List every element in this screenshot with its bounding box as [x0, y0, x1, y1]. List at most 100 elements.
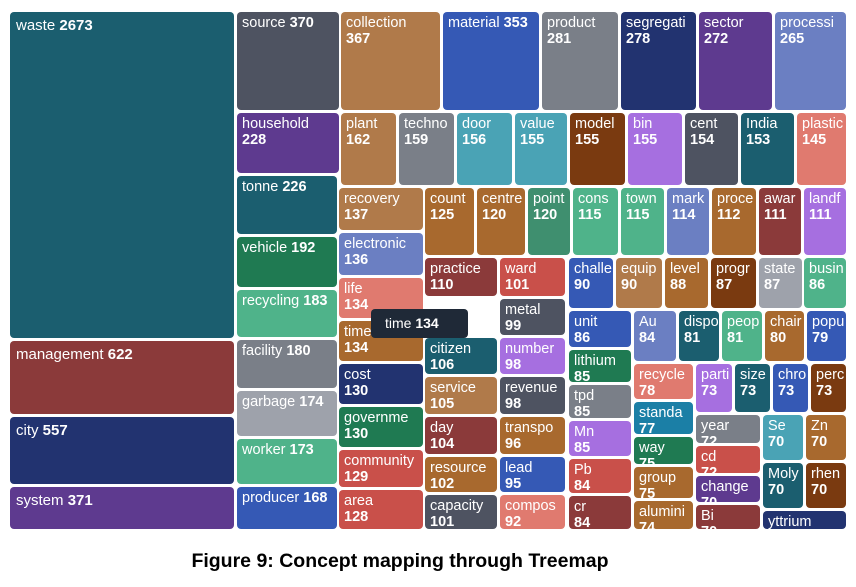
treemap-cell-area[interactable]: area 128 — [339, 490, 423, 529]
treemap-cell-point[interactable]: point 120 — [528, 188, 570, 255]
treemap-cell-town[interactable]: town 115 — [621, 188, 664, 255]
treemap-cell-cr[interactable]: cr 84 — [569, 496, 631, 529]
treemap-cell-system[interactable]: system 371 — [10, 487, 234, 529]
treemap-cell-mn[interactable]: Mn 85 — [569, 421, 631, 456]
treemap-cell-door[interactable]: door 156 — [457, 113, 512, 185]
treemap-cell-service[interactable]: service 105 — [425, 377, 497, 414]
treemap-cell-recovery[interactable]: recovery 137 — [339, 188, 423, 230]
cell-name: bin — [633, 116, 653, 132]
treemap-cell-day[interactable]: day 104 — [425, 417, 497, 454]
treemap-cell-moly[interactable]: Moly 70 — [763, 463, 803, 508]
treemap-cell-peop[interactable]: peop 81 — [722, 311, 762, 361]
treemap-cell-garbage[interactable]: garbage 174 — [237, 391, 337, 436]
treemap-cell-city[interactable]: city 557 — [10, 417, 234, 484]
treemap-cell-cent[interactable]: cent 154 — [685, 113, 738, 185]
treemap-cell-producer[interactable]: producer 168 — [237, 487, 337, 529]
treemap-cell-management[interactable]: management 622 — [10, 341, 234, 414]
treemap-cell-number[interactable]: number 98 — [500, 338, 565, 374]
cell-value: 134 — [344, 339, 369, 356]
treemap-cell-resource[interactable]: resource 102 — [425, 457, 497, 492]
treemap-cell-community[interactable]: community 129 — [339, 450, 423, 487]
treemap-cell-ward[interactable]: ward 101 — [500, 258, 565, 296]
treemap-cell-cd[interactable]: cd 72 — [696, 446, 760, 473]
treemap-cell-mark[interactable]: mark 114 — [667, 188, 709, 255]
treemap-cell-cons[interactable]: cons 115 — [573, 188, 618, 255]
treemap-cell-landf[interactable]: landf 111 — [804, 188, 846, 255]
treemap-cell-yttrium[interactable]: yttrium70 — [763, 511, 846, 529]
treemap-cell-challe[interactable]: challe 90 — [569, 258, 613, 308]
treemap-cell-recycle[interactable]: recycle 78 — [634, 364, 693, 399]
cell-value: 102 — [430, 475, 455, 492]
treemap-cell-unit[interactable]: unit 86 — [569, 311, 631, 347]
treemap-cell-se[interactable]: Se 70 — [763, 415, 803, 460]
treemap-cell-plastic[interactable]: plastic 145 — [797, 113, 846, 185]
treemap-cell-citizen[interactable]: citizen 106 — [425, 338, 497, 374]
treemap-cell-lithium[interactable]: lithium 85 — [569, 350, 631, 382]
treemap-cell-chair[interactable]: chair 80 — [765, 311, 804, 361]
treemap-cell-centre[interactable]: centre 120 — [477, 188, 525, 255]
treemap-cell-perc[interactable]: perc 73 — [811, 364, 846, 412]
treemap-cell-source[interactable]: source 370 — [237, 12, 339, 110]
treemap-cell-transpo[interactable]: transpo 96 — [500, 417, 565, 454]
treemap-cell-facility[interactable]: facility 180 — [237, 340, 337, 388]
treemap-cell-bin[interactable]: bin 155 — [628, 113, 682, 185]
treemap-cell-state[interactable]: state 87 — [759, 258, 802, 308]
treemap-cell-pb[interactable]: Pb 84 — [569, 459, 631, 493]
treemap-cell-techno[interactable]: techno 159 — [399, 113, 454, 185]
treemap-cell-waste[interactable]: waste 2673 — [10, 12, 234, 338]
treemap-cell-label: time 134 — [344, 324, 421, 356]
treemap-cell-parti[interactable]: parti 73 — [696, 364, 732, 412]
treemap-cell-label: Pb 84 — [574, 462, 629, 493]
treemap-cell-year[interactable]: year 72 — [696, 415, 760, 443]
treemap-cell-dispo[interactable]: dispo 81 — [679, 311, 719, 361]
treemap-cell-household[interactable]: household 228 — [237, 113, 339, 173]
treemap-cell-model[interactable]: model 155 — [570, 113, 625, 185]
treemap-cell-change[interactable]: change70 — [696, 476, 760, 502]
treemap-cell-processi[interactable]: processi 265 — [775, 12, 846, 110]
treemap-cell-awar[interactable]: awar 111 — [759, 188, 801, 255]
cell-name: Zn — [811, 418, 828, 434]
treemap-cell-compos[interactable]: compos 92 — [500, 495, 565, 529]
treemap-cell-count[interactable]: count 125 — [425, 188, 474, 255]
treemap-cell-india[interactable]: India 153 — [741, 113, 794, 185]
treemap-cell-size[interactable]: size 73 — [735, 364, 770, 412]
treemap-cell-label: India 153 — [746, 116, 792, 148]
treemap-cell-revenue[interactable]: revenue 98 — [500, 377, 565, 414]
treemap-cell-rhen[interactable]: rhen 70 — [806, 463, 846, 508]
cell-value: 101 — [430, 513, 455, 529]
treemap-cell-standa[interactable]: standa 77 — [634, 402, 693, 434]
treemap-cell-material[interactable]: material 353 — [443, 12, 539, 110]
treemap-cell-collection[interactable]: collection 367 — [341, 12, 440, 110]
treemap-cell-capacity[interactable]: capacity 101 — [425, 495, 497, 529]
treemap-cell-equip[interactable]: equip 90 — [616, 258, 662, 308]
cell-value: 86 — [574, 329, 591, 346]
treemap-cell-plant[interactable]: plant 162 — [341, 113, 396, 185]
treemap-cell-chro[interactable]: chro 73 — [773, 364, 808, 412]
treemap-cell-level[interactable]: level 88 — [665, 258, 708, 308]
treemap-cell-alumini[interactable]: alumini 74 — [634, 501, 693, 529]
treemap-cell-popu[interactable]: popu 79 — [807, 311, 846, 361]
treemap-cell-recycling[interactable]: recycling 183 — [237, 290, 337, 337]
treemap-cell-worker[interactable]: worker 173 — [237, 439, 337, 484]
treemap-cell-tpd[interactable]: tpd 85 — [569, 385, 631, 418]
treemap-cell-product[interactable]: product 281 — [542, 12, 618, 110]
treemap-cell-group[interactable]: group 75 — [634, 467, 693, 498]
treemap-cell-lead[interactable]: lead 95 — [500, 457, 565, 492]
treemap-cell-electronic[interactable]: electronic 136 — [339, 233, 423, 275]
treemap-cell-governme[interactable]: governme 130 — [339, 407, 423, 447]
treemap-cell-busin[interactable]: busin 86 — [804, 258, 846, 308]
treemap-cell-vehicle[interactable]: vehicle 192 — [237, 237, 337, 287]
treemap-cell-progr[interactable]: progr 87 — [711, 258, 756, 308]
treemap-cell-bi[interactable]: Bi70 — [696, 505, 760, 529]
treemap-cell-way[interactable]: way 75 — [634, 437, 693, 464]
treemap-cell-tonne[interactable]: tonne 226 — [237, 176, 337, 234]
treemap-cell-zn[interactable]: Zn 70 — [806, 415, 846, 460]
treemap-cell-segregati[interactable]: segregati 278 — [621, 12, 696, 110]
treemap-cell-cost[interactable]: cost 130 — [339, 364, 423, 404]
treemap-cell-practice[interactable]: practice 110 — [425, 258, 497, 296]
treemap-cell-value[interactable]: value 155 — [515, 113, 567, 185]
treemap-cell-sector[interactable]: sector 272 — [699, 12, 772, 110]
treemap-cell-au[interactable]: Au 84 — [634, 311, 676, 361]
treemap-cell-metal[interactable]: metal 99 — [500, 299, 565, 335]
treemap-cell-proce[interactable]: proce 112 — [712, 188, 756, 255]
